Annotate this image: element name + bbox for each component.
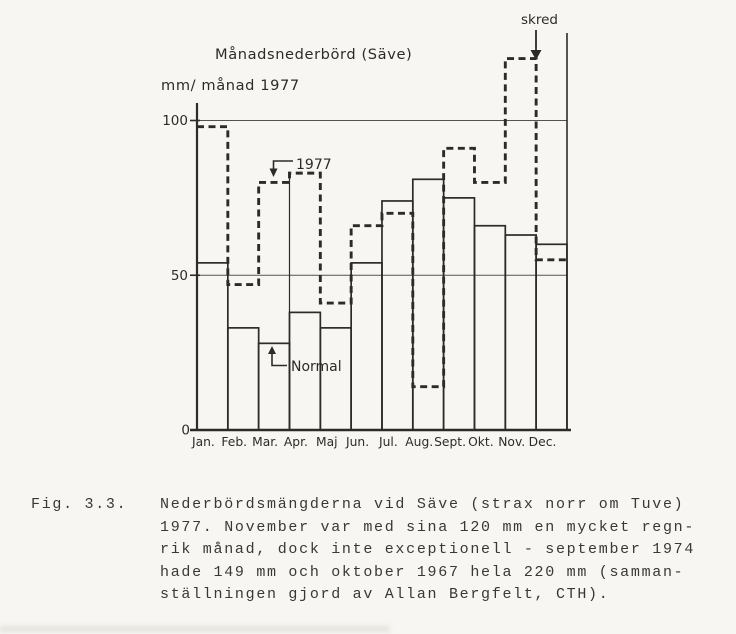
month-label: Mar. — [252, 435, 278, 449]
series-1977-outline — [197, 57, 567, 389]
normal-bar — [473, 224, 507, 431]
month-label: Okt. — [468, 435, 494, 449]
chart-unit-label: mm/ månad 1977 — [161, 77, 300, 94]
y-tick-label: 100 — [162, 113, 188, 129]
month-label: Nov. — [498, 435, 525, 449]
month-label: Dec. — [529, 435, 557, 449]
label-1977-arrowhead — [269, 168, 278, 177]
caption-line: Nederbördsmängderna vid Säve (strax norr… — [160, 496, 685, 513]
label-normal-arrowhead — [268, 346, 276, 354]
month-label: Sept. — [434, 435, 466, 449]
month-label: Aug. — [405, 435, 433, 449]
normal-bar — [442, 197, 476, 431]
scan-artifact — [0, 626, 390, 632]
month-label: Jul. — [378, 435, 398, 449]
chart-title: Månadsnederbörd (Säve) — [215, 46, 412, 63]
figure-caption: Fig. 3.3. Nederbördsmängderna vid Säve (… — [31, 494, 695, 607]
normal-bar — [319, 327, 353, 431]
series-normal-label: Normal — [291, 359, 342, 375]
y-tick-label: 0 — [181, 423, 190, 439]
normal-bar — [381, 200, 414, 431]
month-label: Maj — [316, 435, 338, 449]
skred-label: skred — [521, 12, 558, 28]
normal-bar — [504, 234, 537, 431]
normal-bar — [535, 243, 568, 431]
label-1977-leader — [272, 160, 293, 170]
month-label: Jun. — [345, 435, 369, 449]
month-label: Feb. — [221, 435, 247, 449]
figure-caption-text: Nederbördsmängderna vid Säve (strax norr… — [160, 494, 695, 607]
normal-bar — [226, 327, 260, 431]
label-normal-leader — [271, 352, 287, 367]
figure-number: Fig. 3.3. — [31, 496, 128, 513]
y-tick-label: 50 — [171, 268, 188, 284]
series-1977-label: 1977 — [296, 157, 332, 173]
caption-line: hade 149 mm och oktober 1967 hela 220 mm… — [160, 563, 685, 581]
skred-arrowhead — [530, 50, 542, 60]
normal-bar — [196, 262, 229, 431]
caption-line: 1977. November var med sina 120 mm en my… — [160, 518, 696, 536]
normal-bar — [411, 178, 445, 431]
month-label: Apr. — [284, 435, 308, 449]
normal-bar — [257, 342, 291, 431]
normal-bar — [350, 262, 383, 431]
caption-line: ställningen gjord av Allan Bergfelt, CTH… — [160, 586, 610, 603]
month-label: Jan. — [191, 435, 215, 449]
caption-line: rik månad, dock inte exceptionell - sept… — [160, 541, 696, 558]
